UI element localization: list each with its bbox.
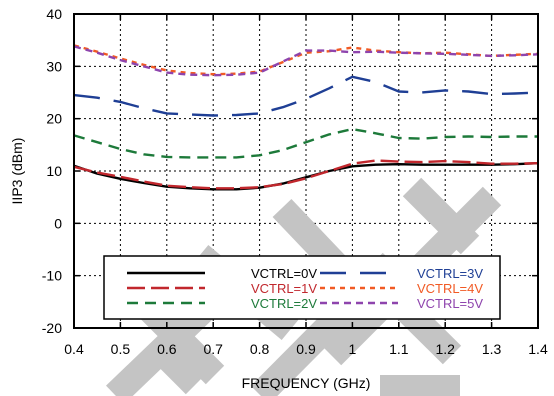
y-tick-label: 0: [54, 215, 62, 231]
x-tick-label: 0.6: [157, 341, 177, 357]
x-tick-label: 0.5: [111, 341, 131, 357]
y-axis-label: IIP3 (dBm): [9, 138, 25, 205]
y-tick-label: -10: [42, 268, 62, 284]
x-tick-label: 1: [349, 341, 357, 357]
legend-box: [103, 255, 501, 320]
x-tick-label: 1.3: [482, 341, 502, 357]
legend-label-5: VCTRL=5V: [417, 296, 483, 311]
watermark-stroke: [150, 340, 205, 395]
legend-label-3: VCTRL=3V: [417, 266, 483, 281]
legend-label-2: VCTRL=2V: [251, 296, 317, 311]
series-line-0: [73, 162, 539, 191]
y-tick-label: 30: [46, 58, 62, 74]
y-tick-label: -20: [42, 320, 62, 336]
series-line-5: [73, 45, 539, 77]
ticks: 0.4 0.5 0.6 0.7 0.8 0.9 1 1.1 1.2 1.3 1.4 40 30 20 10 0…: [42, 6, 548, 357]
y-tick-label: 20: [46, 111, 62, 127]
y-tick-label: 10: [46, 163, 62, 179]
series-line-4: [73, 44, 539, 76]
watermark-stroke: [402, 177, 480, 255]
x-tick-label: 0.8: [250, 341, 270, 357]
legend-label-0: VCTRL=0V: [251, 266, 317, 281]
x-tick-label: 0.7: [203, 341, 223, 357]
y-tick-label: 40: [46, 6, 62, 22]
x-tick-label: 1.1: [389, 341, 409, 357]
legend-label-1: VCTRL=1V: [251, 281, 317, 296]
x-tick-label: 1.2: [435, 341, 455, 357]
watermark-stroke: [140, 300, 225, 385]
x-tick-label: 0.4: [64, 341, 84, 357]
series-line-1: [73, 159, 539, 190]
x-tick-label: 0.9: [296, 341, 316, 357]
x-axis-label: FREQUENCY (GHz): [242, 375, 371, 391]
series-group: [73, 44, 539, 191]
legend-label-4: VCTRL=4V: [417, 281, 483, 296]
x-tick-label: 1.4: [528, 341, 548, 357]
series-line-2: [73, 127, 538, 159]
